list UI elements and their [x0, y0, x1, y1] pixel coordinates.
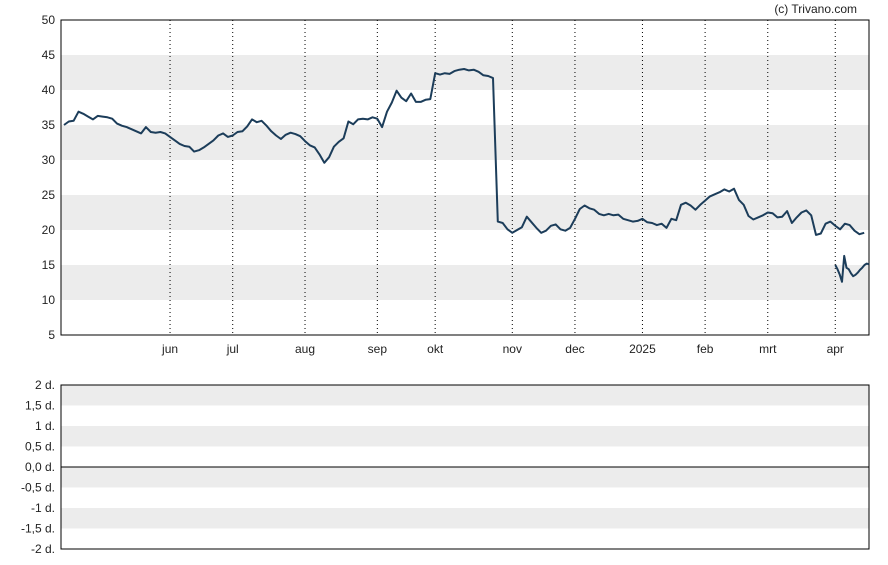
- y-tick-label: 15: [42, 258, 56, 272]
- price-line: [834, 254, 870, 283]
- x-tick-label: sep: [368, 342, 388, 356]
- grid-band: [61, 467, 869, 488]
- y-tick-label: 45: [42, 48, 56, 62]
- main-x-axis: jun jul aug sep okt nov dec 2025 feb mrt apr: [161, 342, 844, 356]
- main-plot-frame: [60, 19, 870, 336]
- sub-y-tick-label: 1,5 d.: [25, 399, 55, 413]
- x-tick-label: feb: [697, 342, 714, 356]
- sub-y-tick-label: -2 d.: [31, 542, 55, 556]
- y-tick-label: 30: [42, 153, 56, 167]
- x-tick-label: nov: [503, 342, 522, 356]
- x-tick-label: apr: [827, 342, 844, 356]
- grid-band: [61, 125, 869, 160]
- sub-bands: [61, 385, 869, 529]
- y-tick-label: 50: [42, 13, 56, 27]
- sub-y-axis: -2 d. -1,5 d. -1 d. -0,5 d. 0,0 d. 0,5 d. 1 d.…: [21, 378, 55, 556]
- sub-y-tick-label: -1,5 d.: [21, 522, 55, 536]
- main-y-axis: 5 10 15 20 25 30 35 40 45 50: [42, 13, 56, 342]
- y-tick-label: 20: [42, 223, 56, 237]
- price-lines: [63, 68, 870, 283]
- y-tick-label: 10: [42, 293, 56, 307]
- x-tick-label: okt: [427, 342, 444, 356]
- grid-band: [61, 55, 869, 90]
- sub-y-tick-label: 0,0 d.: [25, 460, 55, 474]
- sub-y-tick-label: 2 d.: [35, 378, 55, 392]
- sub-y-tick-label: 1 d.: [35, 419, 55, 433]
- main-bands: [61, 55, 869, 300]
- x-tick-label: aug: [295, 342, 315, 356]
- sub-y-tick-label: 0,5 d.: [25, 440, 55, 454]
- x-tick-label: 2025: [629, 342, 656, 356]
- grid-band: [61, 265, 869, 300]
- x-tick-label: jun: [161, 342, 178, 356]
- sub-plot-frame: [60, 384, 870, 550]
- grid-band: [61, 385, 869, 406]
- sub-y-tick-label: -0,5 d.: [21, 481, 55, 495]
- grid-band: [61, 508, 869, 529]
- grid-band: [61, 426, 869, 447]
- y-tick-label: 40: [42, 83, 56, 97]
- x-tick-label: jul: [226, 342, 239, 356]
- price-line: [63, 68, 865, 236]
- x-tick-label: mrt: [759, 342, 777, 356]
- sub-y-tick-label: -1 d.: [31, 501, 55, 515]
- x-tick-label: dec: [565, 342, 584, 356]
- y-tick-label: 25: [42, 188, 56, 202]
- y-tick-label: 35: [42, 118, 56, 132]
- grid-band: [61, 195, 869, 230]
- credit-text: (c) Trivano.com: [774, 2, 857, 16]
- y-tick-label: 5: [48, 328, 55, 342]
